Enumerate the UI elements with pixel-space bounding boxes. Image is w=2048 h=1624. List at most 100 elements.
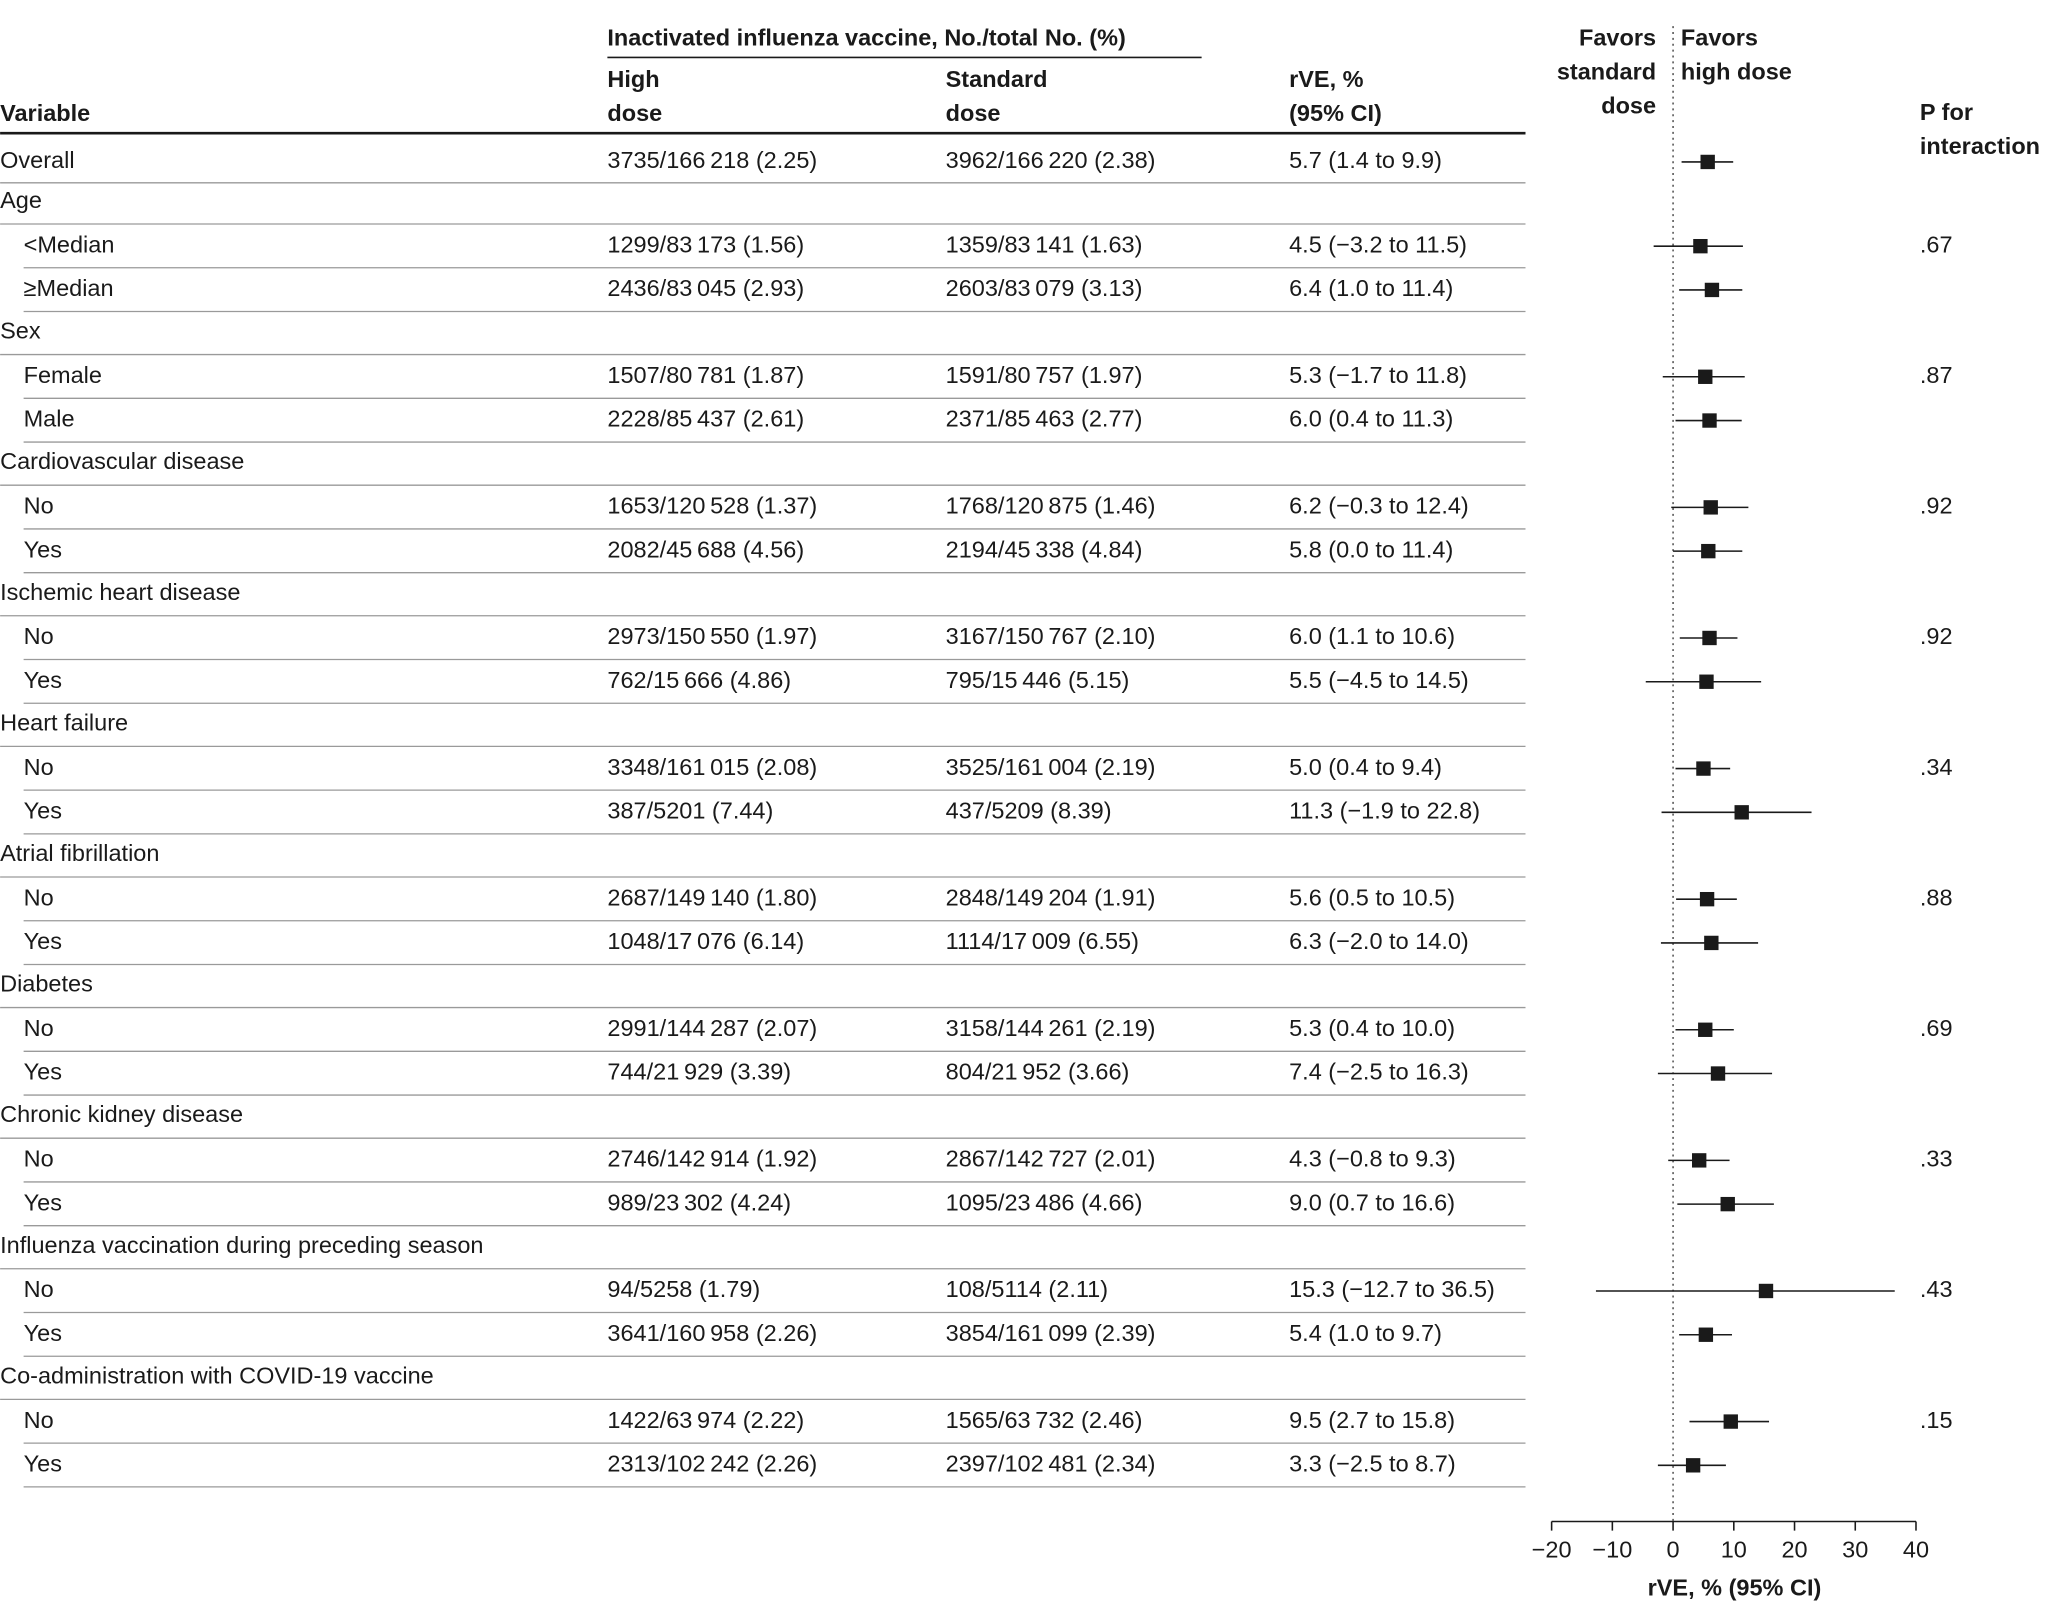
- rve-cell: 9.0 (0.7 to 16.6): [1289, 1189, 1455, 1215]
- rve-cell: 5.3 (0.4 to 10.0): [1289, 1015, 1455, 1041]
- estimate-marker: [1704, 935, 1719, 951]
- group-label: Age: [0, 187, 42, 213]
- row-label: Female: [24, 362, 102, 388]
- rve-cell: 7.4 (−2.5 to 16.3): [1289, 1059, 1469, 1085]
- row-label: Yes: [24, 928, 62, 954]
- standard-dose-cell: 3962/166 220 (2.38): [946, 147, 1156, 173]
- favors-label: standard: [1557, 58, 1656, 84]
- group-label: Sex: [0, 318, 41, 344]
- row-label: Overall: [0, 147, 74, 173]
- favors-label: high dose: [1681, 58, 1792, 84]
- high-dose-cell: 2991/144 287 (2.07): [607, 1015, 817, 1041]
- column-header: interaction: [1920, 133, 2040, 159]
- row-label: No: [24, 1015, 54, 1041]
- rve-cell: 6.4 (1.0 to 11.4): [1289, 275, 1453, 301]
- rve-cell: 6.0 (0.4 to 11.3): [1289, 406, 1453, 432]
- standard-dose-cell: 1565/63 732 (2.46): [946, 1407, 1143, 1433]
- rve-cell: 5.7 (1.4 to 9.9): [1289, 147, 1442, 173]
- estimate-marker: [1702, 630, 1717, 646]
- rve-cell: 3.3 (−2.5 to 8.7): [1289, 1451, 1456, 1477]
- standard-dose-cell: 3158/144 261 (2.19): [946, 1015, 1156, 1041]
- rve-cell: 6.3 (−2.0 to 14.0): [1289, 928, 1469, 954]
- x-tick-label: −20: [1532, 1537, 1572, 1563]
- estimate-marker: [1703, 500, 1718, 515]
- favors-label: Favors: [1579, 24, 1656, 50]
- standard-dose-cell: 2397/102 481 (2.34): [946, 1451, 1156, 1477]
- rve-cell: 5.6 (0.5 to 10.5): [1289, 884, 1455, 910]
- estimate-marker: [1723, 1414, 1738, 1429]
- estimate-marker: [1710, 1066, 1726, 1081]
- group-label: Heart failure: [0, 709, 128, 735]
- estimate-marker: [1698, 1022, 1713, 1037]
- rve-cell: 5.0 (0.4 to 9.4): [1289, 754, 1442, 780]
- standard-dose-cell: 1114/17 009 (6.55): [946, 928, 1139, 954]
- estimate-marker: [1693, 238, 1708, 254]
- high-dose-cell: 3735/166 218 (2.25): [607, 147, 817, 173]
- high-dose-cell: 2973/150 550 (1.97): [607, 623, 817, 649]
- group-header: Inactivated influenza vaccine, No./total…: [607, 24, 1125, 50]
- high-dose-cell: 1653/120 528 (1.37): [607, 493, 817, 519]
- rve-cell: 4.3 (−0.8 to 9.3): [1289, 1146, 1456, 1172]
- rve-cell: 5.5 (−4.5 to 14.5): [1289, 667, 1469, 693]
- rve-cell: 6.0 (1.1 to 10.6): [1289, 623, 1455, 649]
- column-header: Variable: [0, 100, 90, 126]
- rve-cell: 6.2 (−0.3 to 12.4): [1289, 493, 1469, 519]
- row-label: Yes: [24, 1451, 62, 1477]
- p-interaction: .88: [1920, 884, 1953, 910]
- p-interaction: .34: [1920, 754, 1953, 780]
- high-dose-cell: 1507/80 781 (1.87): [607, 362, 804, 388]
- column-header: rVE, %: [1289, 66, 1364, 92]
- estimate-marker: [1758, 1283, 1774, 1299]
- p-interaction: .67: [1920, 231, 1953, 257]
- standard-dose-cell: 437/5209 (8.39): [946, 798, 1112, 824]
- column-header: dose: [607, 100, 662, 126]
- high-dose-cell: 2313/102 242 (2.26): [607, 1451, 817, 1477]
- standard-dose-cell: 1095/23 486 (4.66): [946, 1189, 1143, 1215]
- high-dose-cell: 2436/83 045 (2.93): [607, 275, 804, 301]
- high-dose-cell: 1299/83 173 (1.56): [607, 231, 804, 257]
- rve-cell: 5.8 (0.0 to 11.4): [1289, 536, 1453, 562]
- row-label: <Median: [24, 231, 115, 257]
- column-header: (95% CI): [1289, 100, 1382, 126]
- estimate-marker: [1698, 1327, 1714, 1342]
- row-label: No: [24, 1146, 54, 1172]
- x-tick-label: 30: [1842, 1537, 1868, 1563]
- high-dose-cell: 2228/85 437 (2.61): [607, 406, 804, 432]
- high-dose-cell: 2687/149 140 (1.80): [607, 884, 817, 910]
- high-dose-cell: 744/21 929 (3.39): [607, 1059, 791, 1085]
- standard-dose-cell: 2603/83 079 (3.13): [946, 275, 1143, 301]
- high-dose-cell: 1048/17 076 (6.14): [607, 928, 804, 954]
- p-interaction: .33: [1920, 1146, 1953, 1172]
- row-label: Male: [24, 406, 75, 432]
- x-axis-label: rVE, % (95% CI): [1648, 1575, 1822, 1601]
- standard-dose-cell: 2867/142 727 (2.01): [946, 1146, 1156, 1172]
- standard-dose-cell: 2371/85 463 (2.77): [946, 406, 1143, 432]
- favors-label: dose: [1601, 92, 1656, 118]
- estimate-marker: [1702, 413, 1717, 428]
- p-interaction: .43: [1920, 1276, 1953, 1302]
- row-label: No: [24, 623, 54, 649]
- rve-cell: 5.4 (1.0 to 9.7): [1289, 1320, 1442, 1346]
- rve-cell: 15.3 (−12.7 to 36.5): [1289, 1276, 1495, 1302]
- row-label: Yes: [24, 798, 62, 824]
- high-dose-cell: 1422/63 974 (2.22): [607, 1407, 804, 1433]
- standard-dose-cell: 3854/161 099 (2.39): [946, 1320, 1156, 1346]
- standard-dose-cell: 804/21 952 (3.66): [946, 1059, 1130, 1085]
- group-label: Co-administration with COVID-19 vaccine: [0, 1362, 434, 1388]
- standard-dose-cell: 108/5114 (2.11): [946, 1276, 1108, 1302]
- standard-dose-cell: 1359/83 141 (1.63): [946, 231, 1143, 257]
- p-interaction: .69: [1920, 1015, 1953, 1041]
- high-dose-cell: 989/23 302 (4.24): [607, 1189, 791, 1215]
- row-label: No: [24, 884, 54, 910]
- p-interaction: .92: [1920, 493, 1953, 519]
- rve-cell: 9.5 (2.7 to 15.8): [1289, 1407, 1455, 1433]
- row-label: Yes: [24, 536, 62, 562]
- row-label: Yes: [24, 667, 62, 693]
- group-label: Atrial fibrillation: [0, 840, 159, 866]
- high-dose-cell: 94/5258 (1.79): [607, 1276, 760, 1302]
- row-label: No: [24, 1407, 54, 1433]
- high-dose-cell: 387/5201 (7.44): [607, 798, 773, 824]
- p-interaction: .87: [1920, 362, 1953, 388]
- estimate-marker: [1692, 1153, 1707, 1168]
